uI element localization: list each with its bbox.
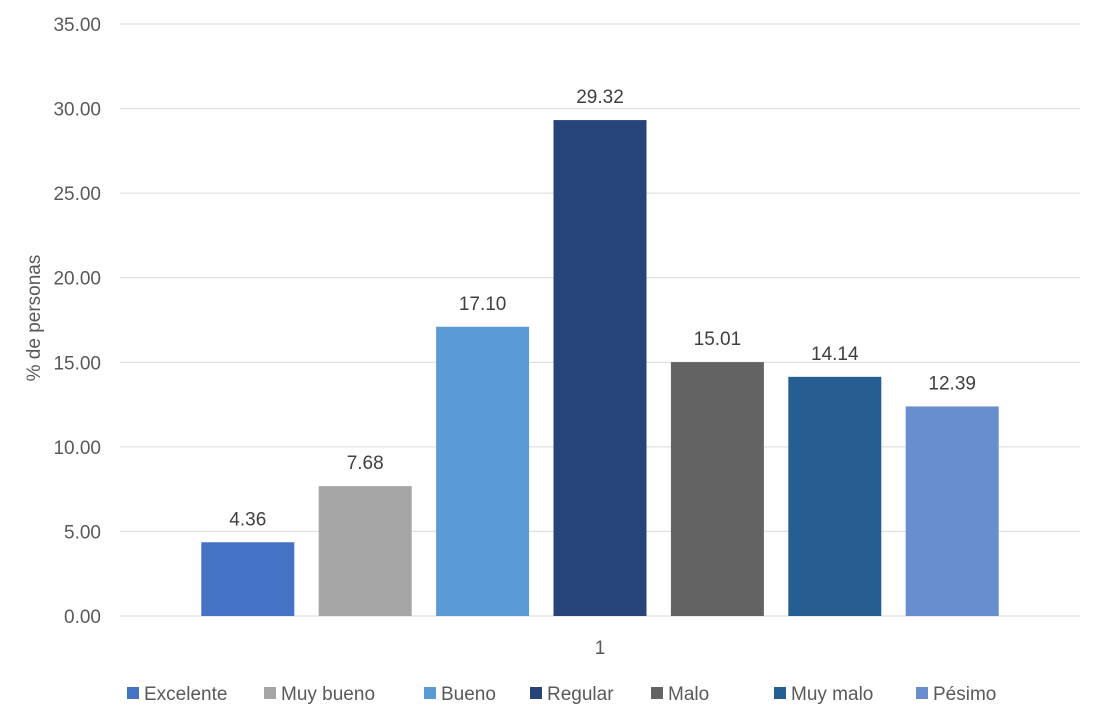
legend-swatch [264, 687, 276, 699]
y-tick-label: 0.00 [64, 607, 101, 628]
legend-swatch [651, 687, 663, 699]
data-label: 29.32 [576, 87, 624, 108]
bar-regular [553, 120, 647, 616]
data-label: 17.10 [459, 294, 507, 315]
data-label: 12.39 [928, 373, 976, 394]
legend-swatch [530, 687, 542, 699]
data-label: 7.68 [347, 453, 384, 474]
legend-label: Muy malo [791, 684, 873, 705]
data-label: 4.36 [229, 509, 266, 530]
legend-label: Regular [547, 684, 614, 705]
data-label: 14.14 [811, 344, 859, 365]
legend-swatch [774, 687, 786, 699]
y-tick-label: 20.00 [53, 269, 101, 290]
y-tick-label: 5.00 [64, 522, 101, 543]
legend-swatch [916, 687, 928, 699]
bar-bueno [436, 326, 530, 616]
y-axis-title: % de personas [24, 255, 45, 382]
bar-pésimo [905, 406, 999, 616]
legend-swatch [424, 687, 436, 699]
legend-label: Malo [668, 684, 709, 705]
legend-label: Pésimo [933, 684, 996, 705]
legend-label: Excelente [144, 684, 227, 705]
y-tick-label: 25.00 [53, 184, 101, 205]
x-tick-label: 1 [595, 638, 606, 659]
y-tick-label: 35.00 [53, 15, 101, 36]
legend: Excelente Muy bueno Bueno Regular Malo Muy ma… [127, 684, 996, 705]
legend-label: Muy bueno [281, 684, 375, 705]
y-tick-label: 10.00 [53, 438, 101, 459]
bar-malo [670, 362, 764, 616]
bar-muy-bueno [318, 486, 412, 616]
y-tick-label: 15.00 [53, 353, 101, 374]
bar-excelente [201, 542, 295, 616]
y-tick-label: 30.00 [53, 100, 101, 121]
legend-swatch [127, 687, 139, 699]
bar-muy-malo [788, 376, 882, 616]
legend-label: Bueno [441, 684, 496, 705]
data-label: 15.01 [694, 329, 742, 350]
